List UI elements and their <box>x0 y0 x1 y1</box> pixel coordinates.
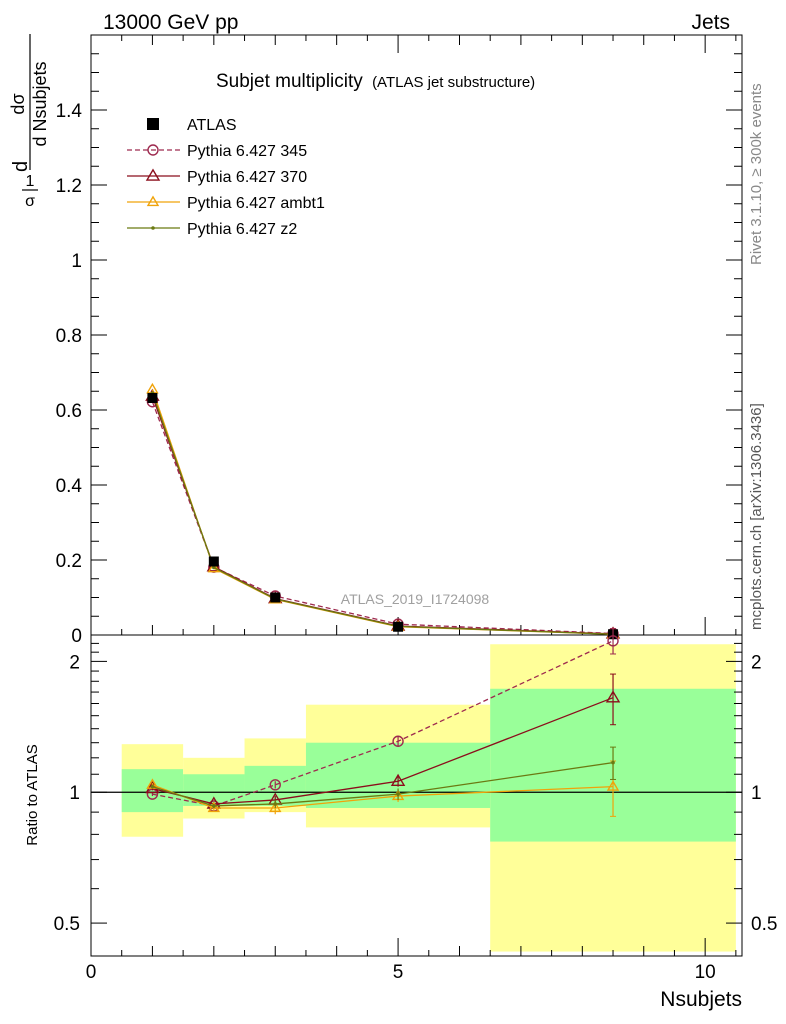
series-marker <box>611 760 615 765</box>
y-tick-label: 0 <box>71 626 82 647</box>
y-label-sigma: σ <box>25 193 35 210</box>
main-series-layer <box>145 382 621 640</box>
ratio-tick-label: 1 <box>69 783 80 804</box>
x-tick-label: 10 <box>695 962 716 983</box>
y-label-d: d <box>10 161 32 172</box>
legend-entry: Pythia 6.427 370 <box>127 168 307 186</box>
main-y-axis-label: 1 σ d dσ d Nsubjets <box>8 34 50 210</box>
series-marker <box>605 690 621 703</box>
main-y-ticks: 0 0.2 0.4 0.6 0.8 1 1.2 1.4 <box>56 53 742 647</box>
legend-entry: ATLAS <box>147 117 237 134</box>
legend-label: ATLAS <box>187 117 237 134</box>
ratio-tick-label-right: 0.5 <box>751 914 777 935</box>
y-label-dsigma: dσ <box>8 93 28 114</box>
series-marker <box>212 804 216 808</box>
y-tick-label: 0.8 <box>56 326 82 347</box>
x-tick-label: 5 <box>393 962 404 983</box>
legend-marker <box>147 118 159 130</box>
legend-label: Pythia 6.427 z2 <box>187 221 297 238</box>
ratio-series-layer <box>145 628 621 817</box>
ratio-tick-label-right: 2 <box>751 652 762 673</box>
chart-title-main: Subjet multiplicity <box>216 71 363 92</box>
data-point <box>208 556 219 567</box>
legend: ATLAS Pythia 6.427 345 Pythia 6.427 370 Pyt… <box>127 117 325 238</box>
ratio-tick-label: 0.5 <box>54 914 80 935</box>
legend-marker <box>151 226 155 230</box>
legend-entry: Pythia 6.427 345 <box>127 143 307 160</box>
legend-marker <box>146 195 160 207</box>
ratio-y-label: Ratio to ATLAS <box>24 744 41 845</box>
energy-label: 13000 GeV pp <box>103 11 238 34</box>
legend-entry: Pythia 6.427 z2 <box>127 221 297 238</box>
ratio-tick-label: 2 <box>69 652 80 673</box>
y-tick-label: 0.6 <box>56 401 82 422</box>
series-marker <box>606 780 620 791</box>
ratio-series-line <box>152 640 614 807</box>
y-tick-label: 0.4 <box>56 476 83 497</box>
rivet-version-label: Rivet 3.1.10, ≥ 300k events <box>748 83 765 265</box>
y-label-one: 1 <box>26 173 35 190</box>
x-ticks: 0 5 10 <box>86 35 737 983</box>
y-tick-label: 0.2 <box>56 551 82 572</box>
y-label-dnsubjets: d Nsubjets <box>30 61 50 146</box>
series-marker <box>150 784 155 789</box>
series-marker <box>207 561 221 573</box>
series-marker <box>392 735 404 747</box>
series-marker <box>396 792 400 796</box>
series-marker <box>269 801 282 813</box>
ratio-panel-frame <box>90 634 743 957</box>
legend-marker <box>145 168 161 181</box>
ratio-y-ticks: 0.5 0.5 1 1 2 2 <box>54 642 777 935</box>
series-marker <box>273 802 278 806</box>
legend-label: Pythia 6.427 370 <box>187 169 307 186</box>
chart-title: Subjet multiplicity (ATLAS jet substruct… <box>216 71 535 92</box>
series-marker <box>212 565 216 570</box>
category-label: Jets <box>691 11 730 34</box>
y-tick-label: 1.2 <box>56 176 82 197</box>
data-point <box>147 393 158 403</box>
mcplots-label: mcplots.cern.ch [arXiv:1306.3436] <box>748 403 765 630</box>
x-axis-label: Nsubjets <box>660 988 742 1011</box>
y-tick-label: 1 <box>71 251 82 272</box>
legend-entry: Pythia 6.427 ambt1 <box>127 195 325 212</box>
series-marker <box>269 779 281 791</box>
y-tick-label: 1.4 <box>56 101 83 122</box>
x-tick-label: 0 <box>86 962 97 983</box>
analysis-id-label: ATLAS_2019_I1724098 <box>341 591 490 607</box>
series-marker <box>607 635 619 647</box>
legend-label: Pythia 6.427 ambt1 <box>187 195 325 212</box>
legend-label: Pythia 6.427 345 <box>187 143 307 160</box>
data-point <box>393 621 404 632</box>
legend-marker <box>147 144 159 156</box>
ratio-tick-label-right: 1 <box>751 783 762 804</box>
chart-title-note: (ATLAS jet substructure) <box>372 74 535 91</box>
series-marker <box>390 773 406 787</box>
series-marker <box>207 801 221 813</box>
data-point <box>270 592 281 603</box>
stat-uncertainty-band <box>121 769 184 813</box>
